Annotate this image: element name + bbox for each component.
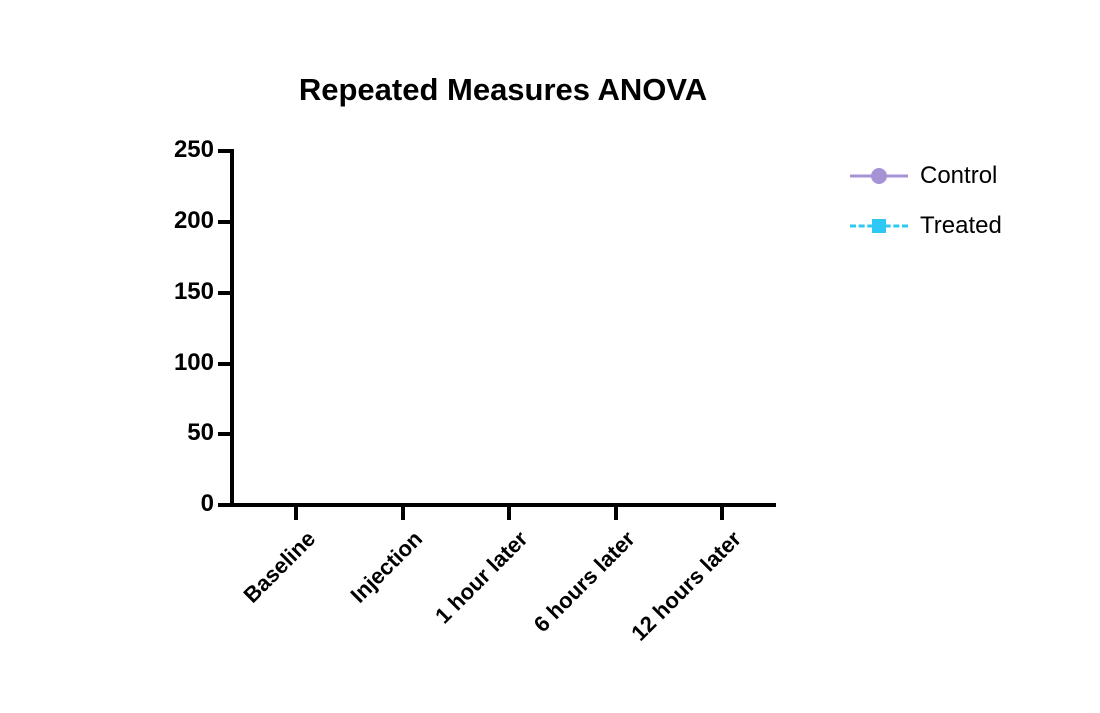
legend-label-control: Control [920,162,998,189]
legend-item-treated: Treated [850,208,1002,244]
y-tick-label: 200 [173,206,214,234]
y-tick-50 [218,432,231,436]
y-tick-150 [218,291,231,295]
x-tick-12-hours-later [720,505,724,520]
x-category-label: Baseline [238,526,320,608]
y-tick-label: 250 [173,135,214,163]
x-tick-baseline [294,505,298,520]
x-tick-1-hour-later [507,505,511,520]
legend: Control Treated [850,158,1002,258]
treated-square-marker-icon [872,219,886,233]
control-solid-line-circle-marker-icon [850,166,908,186]
control-circle-marker-icon [871,168,887,184]
x-axis-line [230,503,776,507]
x-tick-injection [401,505,405,520]
y-tick-0 [218,503,231,507]
treated-dashed-line-square-marker-icon [850,216,908,236]
legend-item-control: Control [850,158,1002,194]
y-tick-label: 100 [173,348,214,376]
y-tick-label: 150 [173,277,214,305]
chart-title: Repeated Measures ANOVA [298,72,708,107]
y-tick-250 [218,149,231,153]
y-tick-label: 0 [200,489,214,517]
x-category-label: 1 hour later [430,526,533,629]
x-category-label: 12 hours later [625,526,746,646]
x-tick-6-hours-later [614,505,618,520]
y-tick-100 [218,362,231,366]
y-tick-200 [218,220,231,224]
y-axis-line [230,149,234,507]
legend-label-treated: Treated [920,212,1002,239]
x-category-label: Injection [345,526,427,608]
x-category-label: 6 hours later [528,526,640,638]
y-tick-label: 50 [187,418,214,446]
